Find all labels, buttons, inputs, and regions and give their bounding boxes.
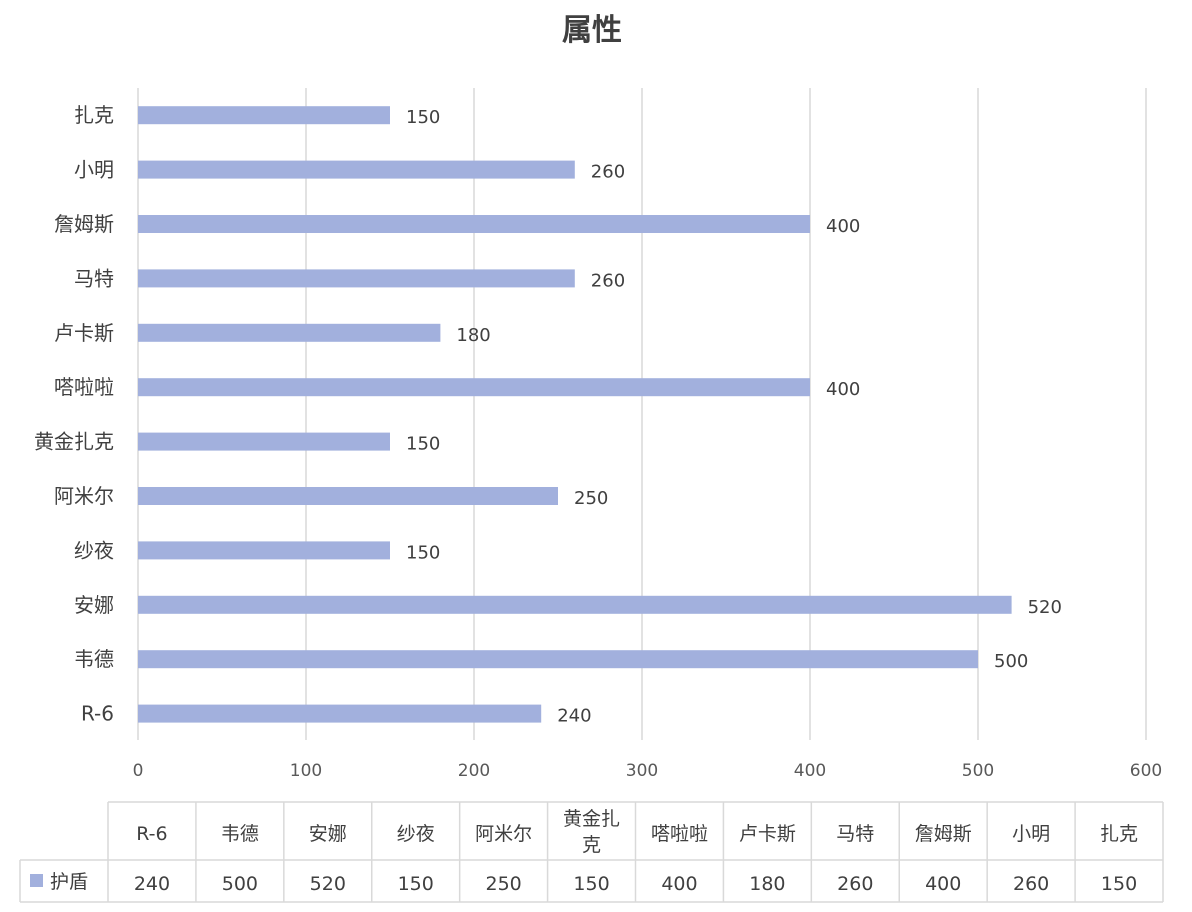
table-value-cell: 240 <box>134 873 170 895</box>
table-value-cell: 180 <box>749 873 785 895</box>
data-label: 400 <box>826 216 860 237</box>
table-value-cell: 150 <box>1101 873 1137 895</box>
bar <box>138 487 558 505</box>
bar <box>138 541 390 560</box>
table-value-cell: 400 <box>661 873 697 895</box>
x-tick-label: 300 <box>626 761 658 781</box>
bar <box>138 650 978 669</box>
category-label: 小明 <box>74 158 114 182</box>
table-header-cell: R-6 <box>136 823 167 845</box>
table-value-cell: 400 <box>925 873 961 895</box>
category-label: 纱夜 <box>74 538 114 562</box>
table-header-cell: 克 <box>582 834 601 856</box>
bar <box>138 323 441 342</box>
bar <box>138 378 810 397</box>
data-label: 260 <box>591 270 625 291</box>
table-header-cell: 黄金扎 <box>563 808 620 830</box>
table-header-cell: 詹姆斯 <box>915 823 972 845</box>
category-label: 安娜 <box>74 593 114 617</box>
legend-swatch <box>30 874 43 887</box>
x-tick-label: 100 <box>290 761 322 781</box>
category-label: 卢卡斯 <box>54 321 114 345</box>
data-label: 240 <box>557 706 591 727</box>
bar <box>138 160 575 179</box>
x-tick-label: 500 <box>962 761 994 781</box>
category-label: 黄金扎克 <box>34 430 114 454</box>
data-label: 150 <box>406 434 440 455</box>
table-header-cell: 纱夜 <box>397 823 435 845</box>
x-tick-label: 400 <box>794 761 826 781</box>
bar <box>138 704 542 723</box>
table-value-cell: 520 <box>310 873 346 895</box>
bar <box>138 269 575 288</box>
data-labels: 150 260 400 260 180 400 150 250 150 520 500 240 <box>406 107 1062 726</box>
table-header-cell: 韦德 <box>221 823 259 845</box>
x-tick-label: 0 <box>133 761 144 781</box>
table-value-cell: 250 <box>485 873 521 895</box>
category-label: R-6 <box>81 702 114 726</box>
table-value-cell: 150 <box>398 873 434 895</box>
bar <box>138 215 810 233</box>
series-name: 护盾 <box>50 871 88 893</box>
bar <box>138 432 390 451</box>
data-label: 150 <box>406 542 440 563</box>
table-header-cell: 马特 <box>836 823 874 845</box>
data-label: 250 <box>574 488 608 509</box>
bar <box>138 106 390 125</box>
table-header-cell: 嗒啦啦 <box>651 823 708 845</box>
data-label: 150 <box>406 107 440 128</box>
data-label: 500 <box>994 651 1028 672</box>
category-label: 马特 <box>74 266 114 290</box>
x-tick-label: 200 <box>458 761 490 781</box>
data-label: 400 <box>826 379 860 400</box>
table-value-cell: 260 <box>1013 873 1049 895</box>
category-label: 嗒啦啦 <box>54 375 114 399</box>
category-label: 詹姆斯 <box>54 212 114 236</box>
x-axis-ticks: 0 100 200 300 400 500 600 <box>133 761 1163 781</box>
table-header-cell: 安娜 <box>309 823 347 845</box>
category-label: 韦德 <box>74 647 114 671</box>
table-header-cell: 卢卡斯 <box>739 823 796 845</box>
data-label: 520 <box>1028 597 1062 618</box>
bars <box>138 106 1012 723</box>
table-value-cell: 500 <box>222 873 258 895</box>
category-label: 阿米尔 <box>54 484 114 508</box>
chart-title: 属性 <box>562 13 622 48</box>
table-header-cell: 阿米尔 <box>475 823 532 845</box>
table-header-cell: 小明 <box>1012 823 1050 845</box>
table-value-cell: 260 <box>837 873 873 895</box>
table-value-cell: 150 <box>573 873 609 895</box>
data-table: R-6 韦德 安娜 纱夜 阿米尔 黄金扎克 嗒啦啦 卢卡斯 马特 詹姆斯 小明 扎克 240 500 520… <box>19 801 1164 903</box>
x-tick-label: 600 <box>1130 761 1162 781</box>
bar <box>138 595 1012 614</box>
gridlines <box>137 88 1147 740</box>
category-label: 扎克 <box>74 103 114 127</box>
table-header-cell: 扎克 <box>1100 823 1138 845</box>
data-label: 180 <box>456 325 490 346</box>
data-label: 260 <box>591 162 625 183</box>
